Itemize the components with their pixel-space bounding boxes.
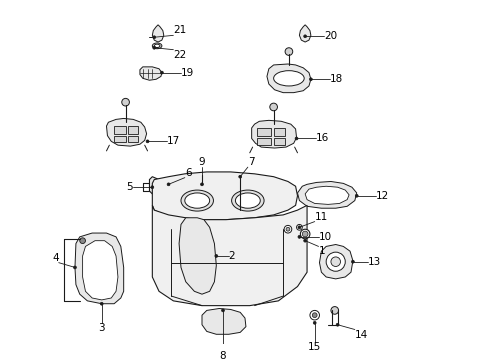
Circle shape [167,183,170,186]
Circle shape [312,313,316,318]
Circle shape [164,180,172,188]
Bar [273,128,285,136]
Circle shape [151,186,153,189]
Circle shape [146,140,149,143]
Circle shape [297,226,300,229]
Polygon shape [152,172,297,220]
Circle shape [285,48,292,55]
Circle shape [221,309,224,312]
Circle shape [122,98,129,106]
Ellipse shape [154,44,160,48]
Text: 11: 11 [314,212,327,222]
Circle shape [238,175,241,178]
Text: 21: 21 [173,25,186,35]
Ellipse shape [325,252,345,271]
Bar [128,126,138,134]
Text: 15: 15 [307,342,321,352]
Circle shape [330,307,338,314]
Ellipse shape [330,257,340,266]
Text: 2: 2 [228,251,235,261]
Text: 22: 22 [173,50,186,60]
Circle shape [284,225,291,233]
Circle shape [295,137,297,140]
Ellipse shape [273,71,304,86]
Bar [128,136,138,142]
Circle shape [214,255,217,257]
Circle shape [336,323,338,326]
Circle shape [309,310,319,320]
Bar [114,126,125,134]
Polygon shape [297,181,356,208]
Circle shape [313,321,315,324]
Text: 8: 8 [219,351,226,360]
Circle shape [269,103,277,111]
Text: 6: 6 [184,168,191,177]
Bar [257,138,270,145]
Polygon shape [299,25,310,42]
Polygon shape [319,244,352,279]
Text: 7: 7 [247,157,254,167]
Text: 9: 9 [198,157,205,167]
Polygon shape [106,118,146,146]
Circle shape [160,71,163,74]
Circle shape [237,174,243,180]
Circle shape [80,238,85,244]
Ellipse shape [195,187,208,195]
Circle shape [297,235,300,238]
Circle shape [302,231,307,237]
Circle shape [355,194,357,197]
Text: 12: 12 [375,191,388,201]
Circle shape [100,302,103,305]
Text: 20: 20 [324,31,337,41]
Circle shape [351,260,354,263]
Text: 18: 18 [329,74,343,84]
Text: 13: 13 [367,257,381,267]
Circle shape [200,183,203,186]
Circle shape [166,183,170,186]
Polygon shape [202,309,245,334]
Bar [273,138,285,145]
Polygon shape [152,25,163,42]
Text: 5: 5 [126,182,133,192]
Polygon shape [179,218,216,294]
Circle shape [303,35,306,38]
Circle shape [296,224,302,230]
Ellipse shape [152,43,162,49]
Text: 3: 3 [98,323,105,333]
Ellipse shape [181,190,213,211]
Text: 16: 16 [315,134,328,144]
Text: 10: 10 [318,232,331,242]
Polygon shape [82,241,118,300]
Ellipse shape [231,190,264,211]
Text: 4: 4 [52,253,59,263]
Circle shape [152,36,155,39]
Circle shape [303,239,306,242]
Bar [257,128,270,136]
Circle shape [152,46,155,49]
Polygon shape [251,120,296,148]
Polygon shape [152,205,306,306]
Circle shape [309,78,312,81]
Polygon shape [305,186,348,204]
Text: 1: 1 [318,246,325,256]
Ellipse shape [235,193,260,208]
Text: 17: 17 [166,136,180,147]
Ellipse shape [191,184,212,198]
Polygon shape [149,177,166,194]
Circle shape [285,227,289,231]
Polygon shape [140,67,162,80]
Ellipse shape [184,193,209,208]
Text: 14: 14 [354,329,367,339]
Polygon shape [75,233,123,304]
Circle shape [300,229,309,239]
Polygon shape [266,64,310,93]
Bar [114,136,125,142]
Text: 19: 19 [181,68,194,78]
Circle shape [73,266,76,269]
